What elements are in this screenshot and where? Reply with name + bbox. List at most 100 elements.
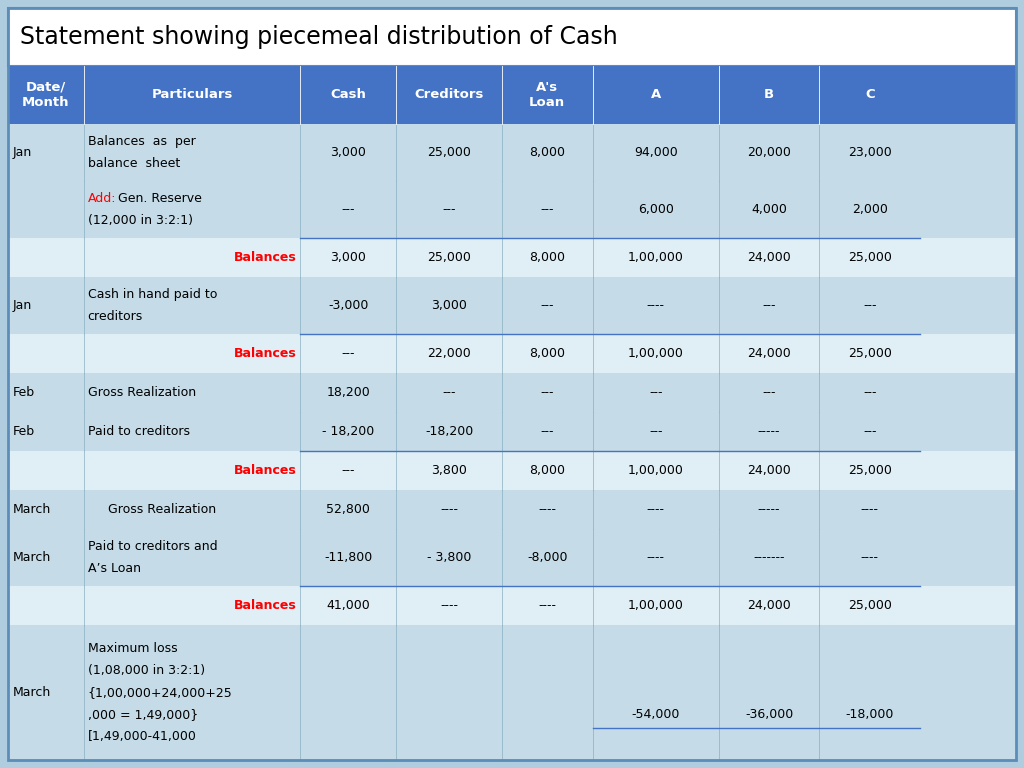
Text: 24,000: 24,000 (748, 599, 791, 612)
Text: ----: ---- (646, 551, 665, 564)
Text: 1,00,000: 1,00,000 (628, 251, 684, 264)
Text: ----: ---- (861, 503, 879, 516)
Text: creditors: creditors (88, 310, 143, 323)
Text: 52,800: 52,800 (327, 503, 370, 516)
Text: -------: ------- (754, 551, 784, 564)
Text: Creditors: Creditors (415, 88, 483, 101)
Text: Feb: Feb (13, 425, 35, 439)
Text: Feb: Feb (13, 386, 35, 399)
Bar (8, 238, 1016, 277)
Text: Balances: Balances (233, 251, 296, 264)
Text: 24,000: 24,000 (748, 464, 791, 477)
Text: ---: --- (442, 386, 456, 399)
Text: Jan: Jan (13, 300, 32, 313)
Text: ---: --- (341, 464, 355, 477)
Text: 25,000: 25,000 (848, 251, 892, 264)
Text: {1,00,000+24,000+25: {1,00,000+24,000+25 (88, 686, 232, 699)
Text: ---: --- (863, 386, 877, 399)
Text: Jan: Jan (13, 146, 32, 159)
Text: -54,000: -54,000 (632, 708, 680, 721)
Bar (8, 8, 1016, 66)
Text: -8,000: -8,000 (527, 551, 567, 564)
Text: A’s Loan: A’s Loan (88, 562, 140, 575)
Bar (8, 373, 1016, 412)
Text: Gross Realization: Gross Realization (88, 386, 196, 399)
Text: 3,000: 3,000 (431, 300, 467, 313)
Text: 4,000: 4,000 (751, 204, 787, 217)
Text: 41,000: 41,000 (327, 599, 370, 612)
Bar (8, 181, 1016, 238)
Bar (8, 529, 1016, 586)
Text: ---: --- (649, 425, 663, 439)
Text: Paid to creditors and: Paid to creditors and (88, 540, 217, 553)
Bar (8, 66, 1016, 124)
Text: Gross Realization: Gross Realization (88, 503, 216, 516)
Text: ---: --- (863, 425, 877, 439)
Text: (12,000 in 3:2:1): (12,000 in 3:2:1) (88, 214, 193, 227)
Text: -18,200: -18,200 (425, 425, 473, 439)
Text: 1,00,000: 1,00,000 (628, 599, 684, 612)
Text: Balances: Balances (233, 599, 296, 612)
Text: Paid to creditors: Paid to creditors (88, 425, 189, 439)
Text: -18,000: -18,000 (846, 708, 894, 721)
Text: ----: ---- (646, 503, 665, 516)
Bar (8, 451, 1016, 490)
Text: 25,000: 25,000 (848, 599, 892, 612)
Text: (1,08,000 in 3:2:1): (1,08,000 in 3:2:1) (88, 664, 205, 677)
Text: 24,000: 24,000 (748, 347, 791, 360)
Text: - 18,200: - 18,200 (323, 425, 375, 439)
Text: 2,000: 2,000 (852, 204, 888, 217)
Text: A: A (650, 88, 660, 101)
Text: ---: --- (442, 204, 456, 217)
Bar (8, 586, 1016, 625)
Text: ----: ---- (440, 599, 458, 612)
Text: Add:: Add: (88, 192, 116, 205)
Text: 23,000: 23,000 (848, 146, 892, 159)
Text: - 3,800: - 3,800 (427, 551, 471, 564)
Text: 8,000: 8,000 (529, 464, 565, 477)
Text: ---: --- (762, 300, 776, 313)
Text: 94,000: 94,000 (634, 146, 678, 159)
Text: balance  sheet: balance sheet (88, 157, 180, 170)
Text: A's
Loan: A's Loan (529, 81, 565, 109)
Text: March: March (13, 503, 51, 516)
Text: 8,000: 8,000 (529, 347, 565, 360)
Bar (8, 124, 1016, 181)
Text: 24,000: 24,000 (748, 251, 791, 264)
Text: ---: --- (341, 347, 355, 360)
Text: Balances: Balances (233, 347, 296, 360)
Text: 3,000: 3,000 (331, 251, 367, 264)
Text: Cash in hand paid to: Cash in hand paid to (88, 288, 217, 301)
Text: B: B (764, 88, 774, 101)
Text: ----: ---- (539, 503, 556, 516)
Text: C: C (865, 88, 874, 101)
Text: 20,000: 20,000 (748, 146, 791, 159)
Text: -----: ----- (758, 503, 780, 516)
Text: 25,000: 25,000 (427, 251, 471, 264)
Text: [1,49,000-41,000: [1,49,000-41,000 (88, 730, 197, 743)
Text: ---: --- (541, 204, 554, 217)
Bar (8, 335, 1016, 373)
Text: 25,000: 25,000 (848, 347, 892, 360)
Bar (8, 277, 1016, 335)
Text: Particulars: Particulars (152, 88, 232, 101)
Bar (8, 412, 1016, 451)
Text: ----: ---- (539, 599, 556, 612)
Text: Cash: Cash (331, 88, 367, 101)
Text: 25,000: 25,000 (848, 464, 892, 477)
Text: ----: ---- (440, 503, 458, 516)
Text: ----: ---- (861, 551, 879, 564)
Text: March: March (13, 551, 51, 564)
Text: Gen. Reserve: Gen. Reserve (114, 192, 202, 205)
Text: ---: --- (863, 300, 877, 313)
Bar (8, 490, 1016, 529)
Text: 6,000: 6,000 (638, 204, 674, 217)
Text: Statement showing piecemeal distribution of Cash: Statement showing piecemeal distribution… (20, 25, 617, 49)
Text: ---: --- (541, 300, 554, 313)
Text: ---: --- (649, 386, 663, 399)
Text: 1,00,000: 1,00,000 (628, 347, 684, 360)
Text: 8,000: 8,000 (529, 251, 565, 264)
Text: ----: ---- (646, 300, 665, 313)
Text: Balances  as  per: Balances as per (88, 135, 196, 148)
Text: 3,000: 3,000 (331, 146, 367, 159)
